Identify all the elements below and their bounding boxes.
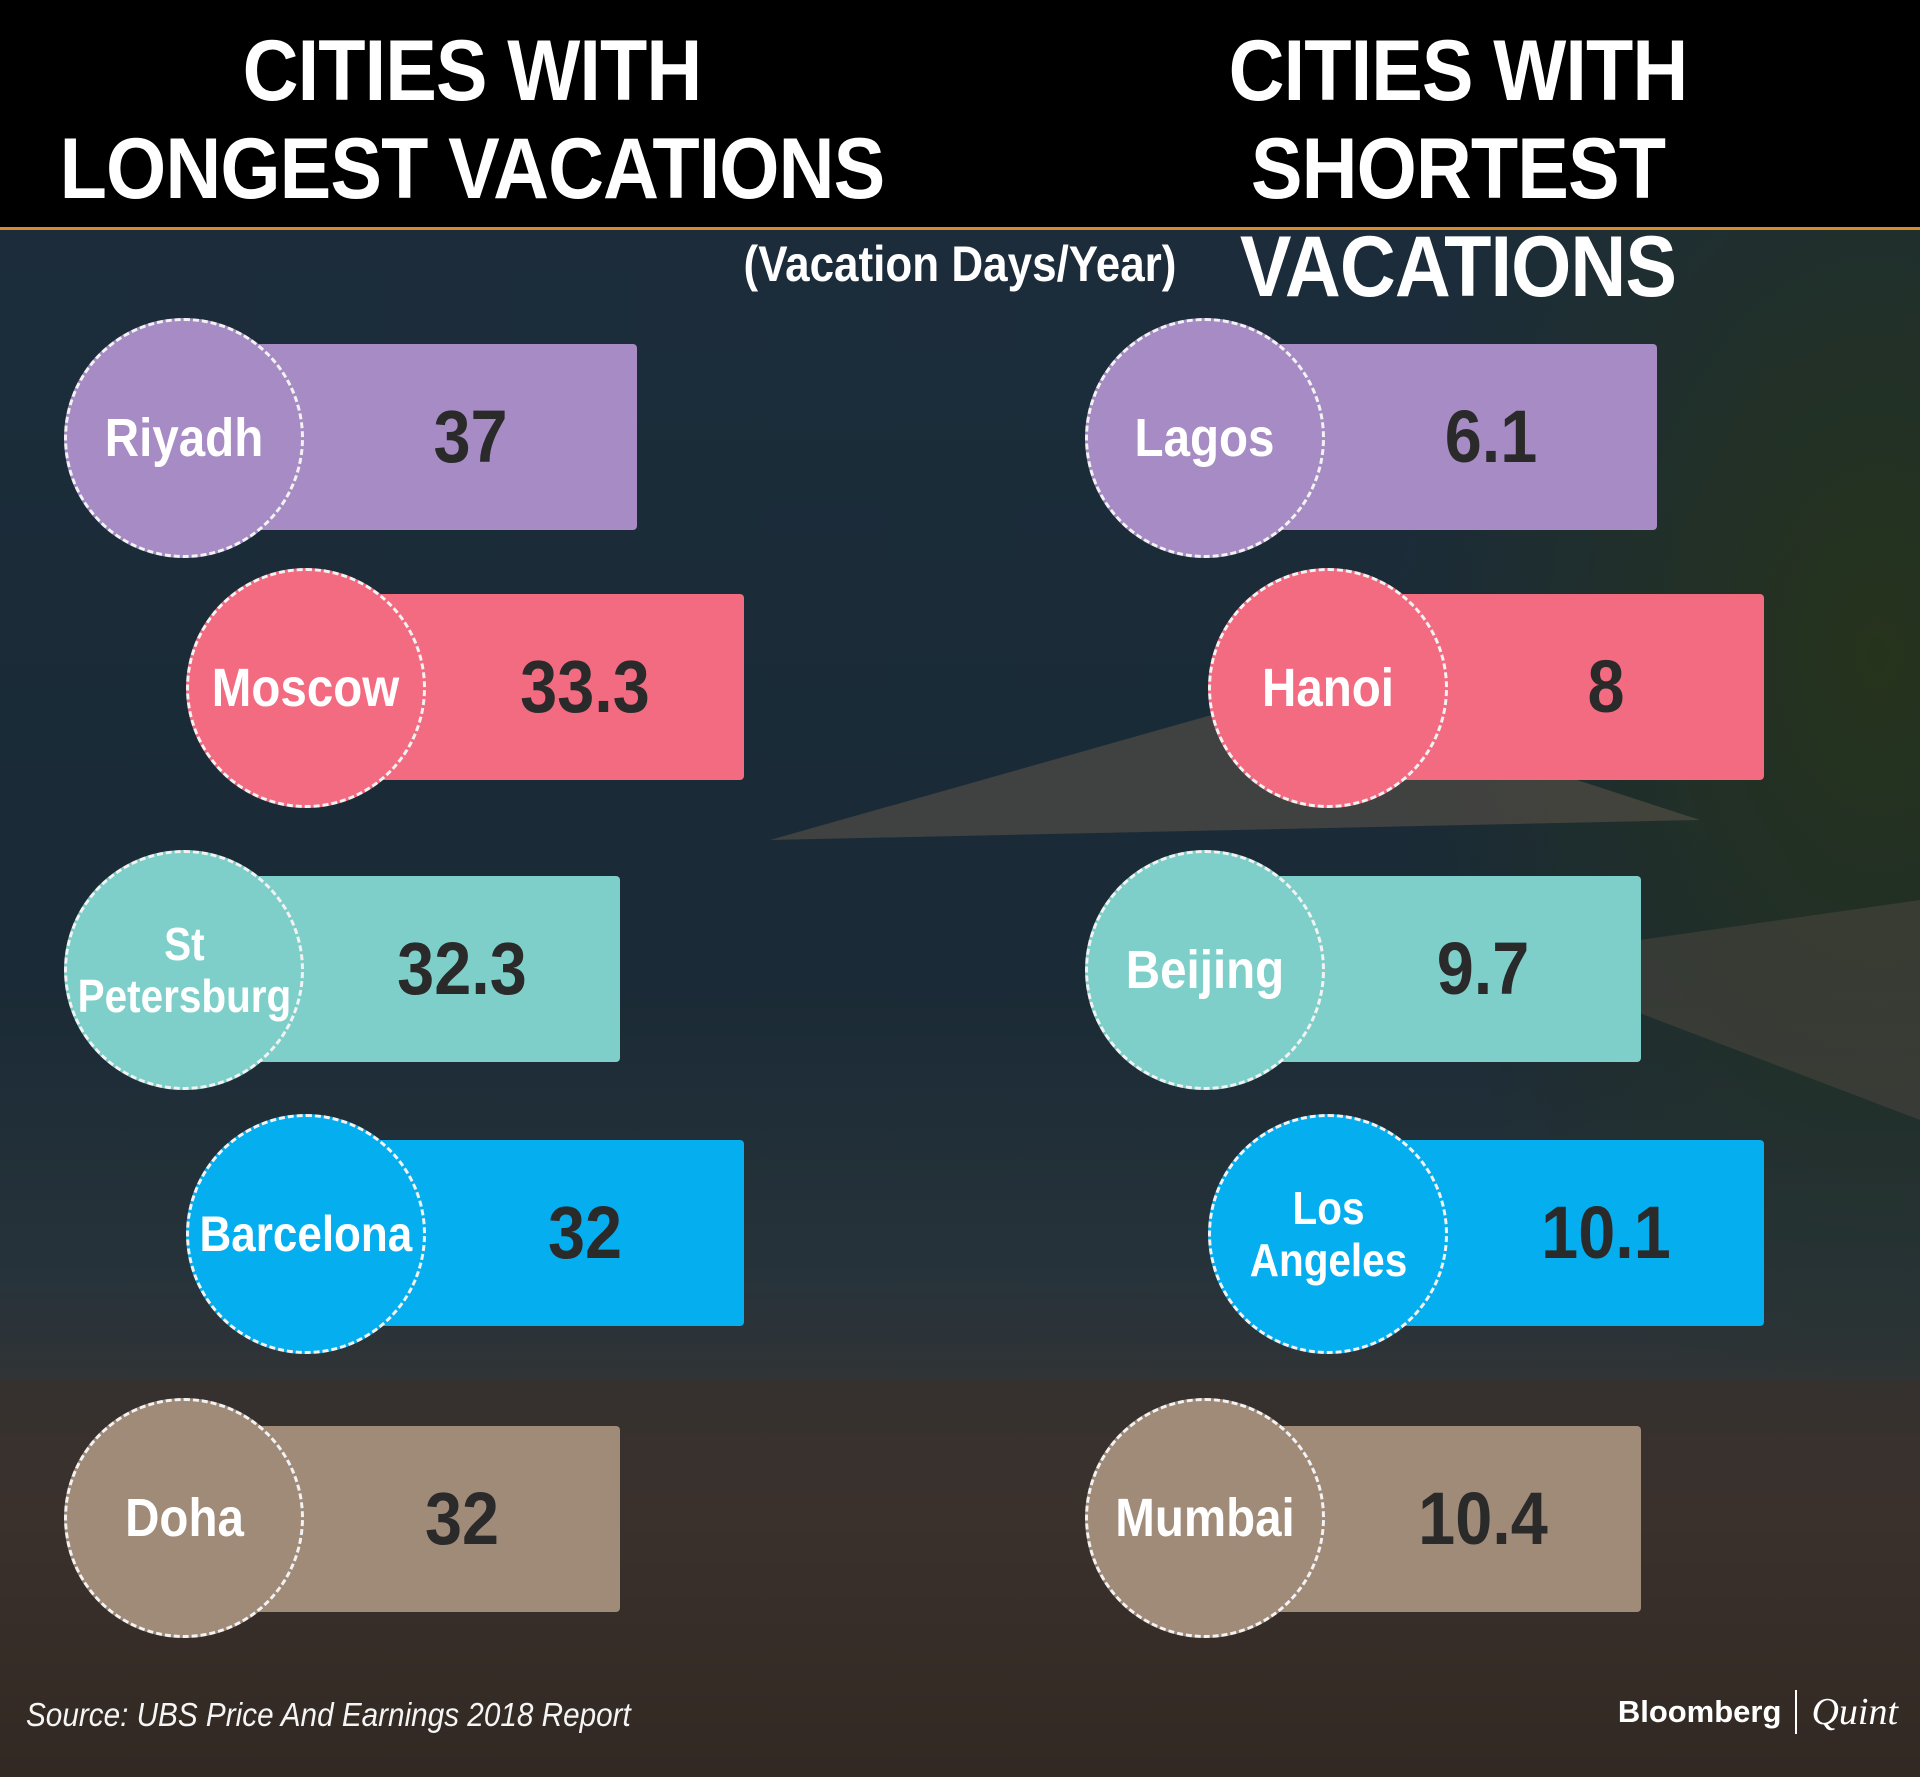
city-circle: Lagos	[1085, 318, 1325, 558]
city-circle: Riyadh	[64, 318, 304, 558]
category-label: Hanoi	[1261, 658, 1394, 718]
category-label: Los Angeles	[1249, 1182, 1407, 1286]
city-circle: Moscow	[186, 568, 426, 808]
brand-logo: Bloomberg Quint	[1618, 1686, 1898, 1738]
category-label: Barcelona	[199, 1206, 413, 1262]
city-circle: Doha	[64, 1398, 304, 1638]
source-note: Source: UBS Price And Earnings 2018 Repo…	[26, 1696, 631, 1733]
data-label: 32.3	[397, 927, 527, 1010]
data-label: 33.3	[520, 645, 650, 728]
brand-divider	[1795, 1690, 1798, 1734]
data-label: 6.1	[1444, 395, 1538, 478]
brand-name-quint: Quint	[1811, 1691, 1898, 1733]
data-label: 10.1	[1541, 1191, 1671, 1274]
right-chart-title: CITIES WITH SHORTEST VACATIONS	[1026, 22, 1890, 316]
right-title-line-1: CITIES WITH	[1228, 23, 1689, 119]
left-chart-title: CITIES WITH LONGEST VACATIONS	[40, 22, 904, 218]
chart-subtitle: (Vacation Days/Year)	[743, 236, 1177, 292]
city-circle: Los Angeles	[1208, 1114, 1448, 1354]
data-label: 32	[424, 1477, 500, 1560]
left-title-line-2: LONGEST VACATIONS	[59, 121, 886, 217]
category-label: Beijing	[1125, 940, 1285, 1000]
city-circle: Beijing	[1085, 850, 1325, 1090]
category-label: St Petersburg	[77, 918, 291, 1022]
category-label: Doha	[124, 1488, 244, 1548]
category-label: Riyadh	[104, 408, 264, 468]
data-label: 37	[433, 395, 508, 478]
brand-name-bloomberg: Bloomberg	[1617, 1694, 1782, 1729]
left-title-line-1: CITIES WITH	[242, 23, 703, 119]
category-label: Lagos	[1135, 408, 1275, 468]
right-title-line-2: SHORTEST VACATIONS	[1239, 121, 1677, 315]
city-circle: St Petersburg	[64, 850, 304, 1090]
city-circle: Hanoi	[1208, 568, 1448, 808]
data-label: 8	[1587, 645, 1625, 728]
header-bar: CITIES WITH LONGEST VACATIONS CITIES WIT…	[0, 0, 1920, 315]
city-circle: Mumbai	[1085, 1398, 1325, 1638]
category-label: Moscow	[212, 658, 400, 718]
city-circle: Barcelona	[186, 1114, 426, 1354]
data-label: 9.7	[1436, 927, 1530, 1010]
data-label: 32	[547, 1191, 623, 1274]
category-label: Mumbai	[1115, 1488, 1295, 1548]
data-label: 10.4	[1418, 1477, 1548, 1560]
